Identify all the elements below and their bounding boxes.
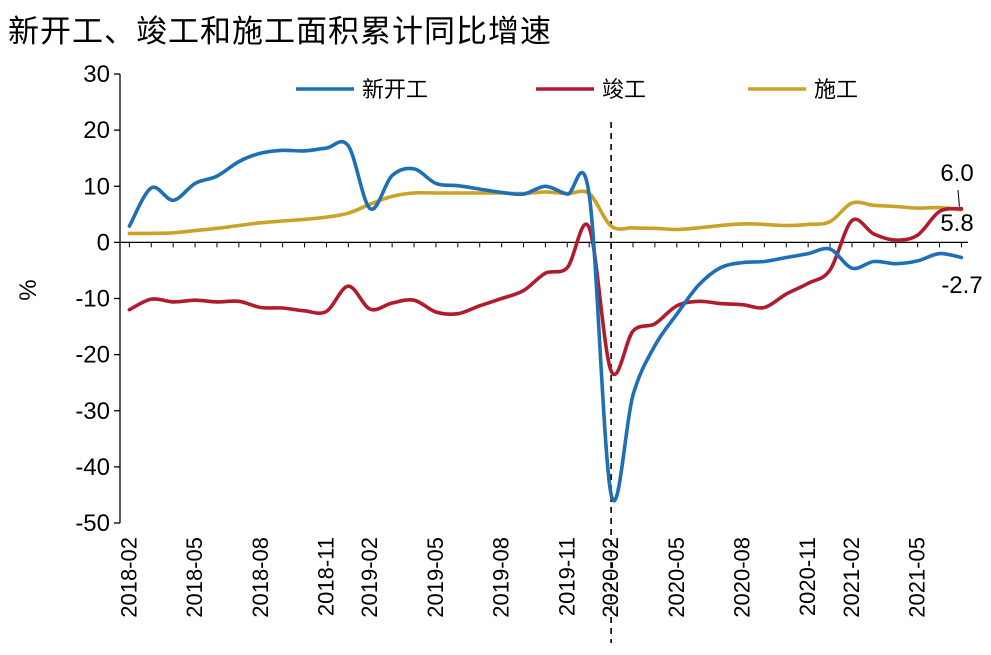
legend-label-2: 竣工 [602,78,646,103]
series-line-1 [127,139,964,503]
chart-title: 新开工、竣工和施工面积累计同比增速 [8,14,552,50]
y-tick-label: -20 [75,342,110,369]
x-tick-label: 2018-11 [313,537,338,616]
legend-label-3: 施工 [814,78,858,103]
x-tick-label: 2019-05 [423,537,448,618]
x-tick-label: 2019-11 [554,537,579,616]
y-axis-label: % [15,279,42,300]
x-tick-label: 2019-08 [489,537,514,618]
legend: 新开工 竣工 施工 [296,78,858,103]
x-tick-label: 2018-08 [248,537,273,618]
data-label-2: 5.8 [940,210,973,237]
x-tick-label: 2018-05 [182,537,207,618]
legend-label-1: 新开工 [362,78,428,103]
chart-axes: 30 20 10 0 -10 -20 -30 -40 -50% 2018-02 2018-05 201… [15,61,968,643]
y-tick-label: -50 [75,510,110,537]
x-tick-label: 2020-05 [664,537,689,618]
y-tick-label: -10 [75,286,110,313]
x-tick-label: 2018-02 [116,537,141,618]
x-tick-label: 2020-11 [795,537,820,616]
y-tick-label: 10 [83,173,110,200]
series-layer [127,139,964,503]
series-line-3 [127,189,964,236]
x-tick-label: 2021-05 [905,537,930,618]
x-tick-label: 2019-02 [357,537,382,618]
data-label-1: 6.0 [940,160,973,187]
annotations: 6.0 5.8 -2.7 [940,160,982,299]
y-tick-label: 30 [83,61,110,88]
x-tick-label: 2020-08 [729,537,754,618]
series-line-2 [127,206,964,377]
y-tick-label: -40 [75,454,110,481]
y-tick-label: 0 [97,229,110,256]
y-tick-label: -30 [75,398,110,425]
annotation-leader [957,189,960,207]
y-tick-label: 20 [83,117,110,144]
x-tick-label: 2021-02 [839,537,864,618]
data-label-3: -2.7 [941,272,982,299]
